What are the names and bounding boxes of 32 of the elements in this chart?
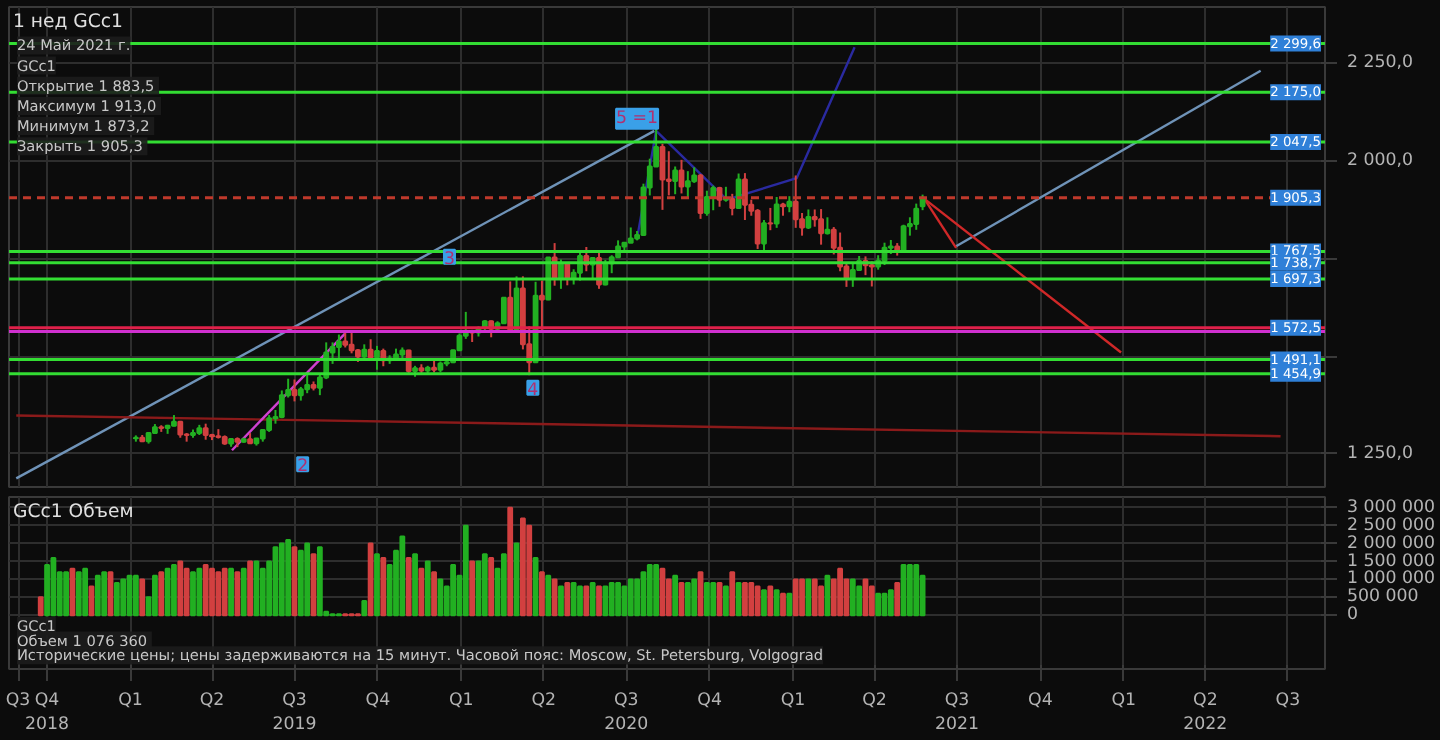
x-tick-label: Q3 2021: [935, 691, 980, 735]
annotation: 2: [297, 457, 309, 478]
x-tick-label: Q3 2019: [272, 691, 317, 735]
y-tick-label: 1 000 000: [1347, 569, 1436, 590]
y-tick-label: 500 000: [1347, 587, 1419, 608]
annotation: 3: [443, 249, 455, 270]
x-tick-label: Q4: [1028, 691, 1054, 711]
y-tick-label: 1 250,0: [1347, 443, 1414, 464]
x-tick-label: Q3: [1275, 691, 1301, 711]
x-tick-label: Q1: [118, 691, 143, 711]
y-tick-label: 2 000 000: [1347, 533, 1436, 554]
x-tick-label: Q1: [780, 691, 806, 711]
y-tick-label: 2 500 000: [1347, 515, 1436, 536]
chart-title: 1 нед GCc1: [13, 11, 124, 33]
y-tick-label: 3 000 000: [1347, 497, 1436, 518]
annotation: 4: [527, 380, 540, 401]
x-tick-label: Q1: [448, 691, 474, 711]
annotation: 5 =1: [616, 108, 659, 129]
x-tick-label: Q4: [697, 691, 723, 711]
x-tick-label: Q3 2020: [604, 691, 649, 735]
y-tick-label: 0: [1347, 605, 1359, 626]
chart-title: GCc1 Объем: [13, 501, 134, 523]
y-tick-label: 1 500 000: [1347, 551, 1436, 572]
x-tick-label: Q2: [199, 691, 225, 711]
x-tick-label: Q3: [5, 691, 31, 711]
x-tick-label: Q2: [531, 691, 557, 711]
x-tick-label: Q2 2022: [1183, 691, 1228, 735]
x-tick-label: Q2: [862, 691, 887, 711]
y-tick-label: 2 250,0: [1347, 52, 1414, 73]
x-tick-label: Q1: [1111, 691, 1137, 711]
y-tick-label: 2 000,0: [1347, 150, 1414, 171]
x-tick-label: Q4: [365, 691, 392, 711]
